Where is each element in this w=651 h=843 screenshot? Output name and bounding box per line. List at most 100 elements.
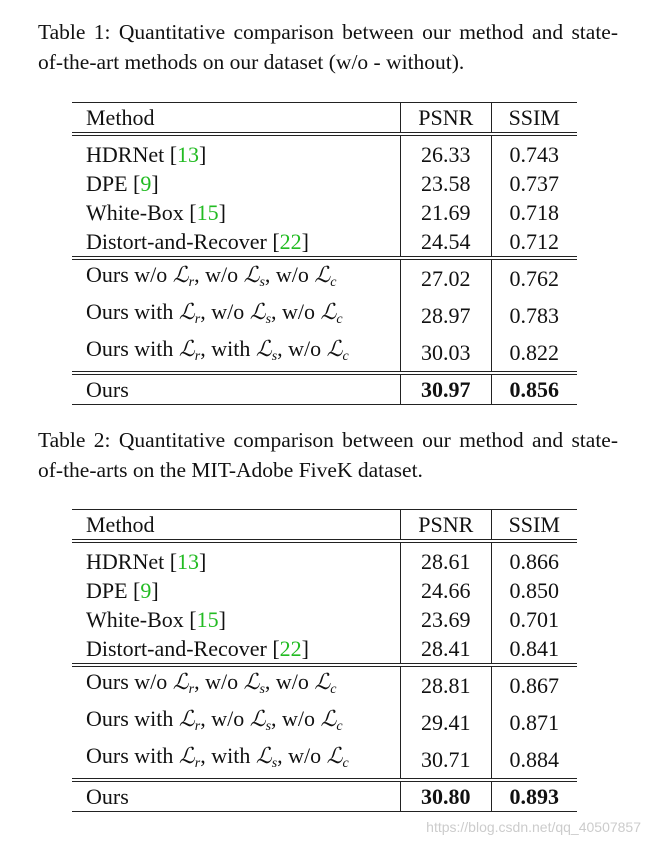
table-row: DPE [9] 24.66 0.850 (72, 576, 577, 605)
text: Ours with (86, 706, 179, 731)
value-cell: 0.893 (490, 780, 577, 812)
method-cell: Ours with ℒr, w/o ℒs, w/o ℒc (72, 704, 401, 741)
text: White-Box [ (86, 200, 197, 225)
table-block: Table 1: Quantitative comparison between… (38, 17, 618, 405)
text: Ours with (86, 336, 179, 361)
loss-subscript: s (265, 719, 272, 734)
method-cell: Ours w/o ℒr, w/o ℒs, w/o ℒc (72, 258, 401, 297)
row-group: Ours w/o ℒr, w/o ℒs, w/o ℒc 27.02 0.762 Our… (72, 258, 577, 373)
loss-subscript: c (342, 756, 349, 771)
text: HDRNet [ (86, 549, 178, 574)
loss-subscript: s (259, 682, 265, 697)
method-cell: White-Box [15] (72, 198, 401, 227)
value-cell: 24.54 (400, 227, 491, 258)
table-header: Method PSNR SSIM (72, 102, 577, 134)
citation: 22 (279, 229, 302, 254)
header-cell: SSIM (490, 102, 577, 134)
table-row: Ours 30.97 0.856 (72, 373, 577, 405)
text: White-Box [ (86, 607, 197, 632)
loss-subscript: r (194, 349, 201, 364)
loss-subscript: s (259, 275, 265, 290)
text: ] (199, 142, 207, 167)
text: , with (200, 743, 256, 768)
value-cell: 24.66 (400, 576, 491, 605)
text: , w/o (271, 299, 321, 324)
citation: 15 (196, 607, 219, 632)
text: , with (200, 336, 256, 361)
loss-subscript: s (271, 349, 278, 364)
method-cell: Distort-and-Recover [22] (72, 227, 401, 258)
text: , w/o (277, 743, 327, 768)
text: , w/o (194, 262, 244, 287)
loss-subscript: c (336, 719, 343, 734)
value-cell: 0.701 (490, 605, 577, 634)
method-cell: Ours w/o ℒr, w/o ℒs, w/o ℒc (72, 665, 401, 704)
value-cell: 26.33 (400, 134, 491, 169)
value-cell: 28.41 (400, 634, 491, 665)
text: , w/o (200, 706, 250, 731)
text: , w/o (277, 336, 327, 361)
loss-subscript: r (194, 756, 201, 771)
table: Method PSNR SSIM HDRNet [13] 26.33 0.743 DPE [… (72, 102, 577, 405)
text: Ours with (86, 299, 179, 324)
text: , w/o (264, 669, 315, 694)
method-cell: DPE [9] (72, 576, 401, 605)
table-row: HDRNet [13] 28.61 0.866 (72, 541, 577, 576)
loss-symbol: ℒ (314, 669, 331, 694)
citation: 9 (140, 171, 152, 196)
row-group: Ours 30.80 0.893 (72, 780, 577, 812)
method-cell: HDRNet [13] (72, 541, 401, 576)
value-cell: 30.97 (400, 373, 491, 405)
text: ] (151, 578, 159, 603)
table-header: Method PSNR SSIM (72, 509, 577, 541)
text: ] (301, 229, 309, 254)
row-group: HDRNet [13] 28.61 0.866 DPE [9] 24.66 0.850 Wh… (72, 541, 577, 665)
loss-symbol: ℒ (255, 336, 272, 361)
value-cell: 28.81 (400, 665, 491, 704)
value-cell: 0.841 (490, 634, 577, 665)
loss-symbol: ℒ (178, 299, 195, 324)
table-row: White-Box [15] 21.69 0.718 (72, 198, 577, 227)
loss-symbol: ℒ (314, 262, 331, 287)
loss-symbol: ℒ (178, 336, 195, 361)
table-row: Ours with ℒr, w/o ℒs, w/o ℒc 28.97 0.783 (72, 297, 577, 334)
table-row: Ours with ℒr, with ℒs, w/o ℒc 30.03 0.822 (72, 334, 577, 373)
value-cell: 30.71 (400, 741, 491, 780)
table-block: Table 2: Quantitative comparison between… (38, 425, 618, 812)
value-cell: 28.61 (400, 541, 491, 576)
text: ] (218, 200, 226, 225)
caption: Table 1: Quantitative comparison between… (38, 20, 618, 74)
table-row: Distort-and-Recover [22] 28.41 0.841 (72, 634, 577, 665)
loss-subscript: r (188, 682, 195, 697)
header-row: Method PSNR SSIM (72, 102, 577, 134)
text: ] (199, 549, 207, 574)
method-cell: DPE [9] (72, 169, 401, 198)
table-row: HDRNet [13] 26.33 0.743 (72, 134, 577, 169)
value-cell: 30.80 (400, 780, 491, 812)
value-cell: 0.783 (490, 297, 577, 334)
value-cell: 23.58 (400, 169, 491, 198)
text: , w/o (271, 706, 321, 731)
text: Ours with (86, 743, 179, 768)
value-cell: 27.02 (400, 258, 491, 297)
value-cell: 0.871 (490, 704, 577, 741)
loss-symbol: ℒ (249, 706, 266, 731)
citation: 9 (140, 578, 152, 603)
loss-subscript: r (188, 275, 195, 290)
text: Ours (86, 377, 129, 402)
text: , w/o (200, 299, 250, 324)
loss-symbol: ℒ (178, 706, 195, 731)
table-row: Ours w/o ℒr, w/o ℒs, w/o ℒc 27.02 0.762 (72, 258, 577, 297)
header-row: Method PSNR SSIM (72, 509, 577, 541)
loss-symbol: ℒ (320, 299, 337, 324)
text: Ours (86, 784, 129, 809)
text: Ours w/o (86, 262, 173, 287)
method-cell: Ours with ℒr, with ℒs, w/o ℒc (72, 334, 401, 373)
row-group: Ours 30.97 0.856 (72, 373, 577, 405)
citation: 13 (177, 142, 200, 167)
value-cell: 23.69 (400, 605, 491, 634)
loss-subscript: c (336, 312, 343, 327)
loss-symbol: ℒ (326, 336, 343, 361)
loss-subscript: r (194, 719, 201, 734)
